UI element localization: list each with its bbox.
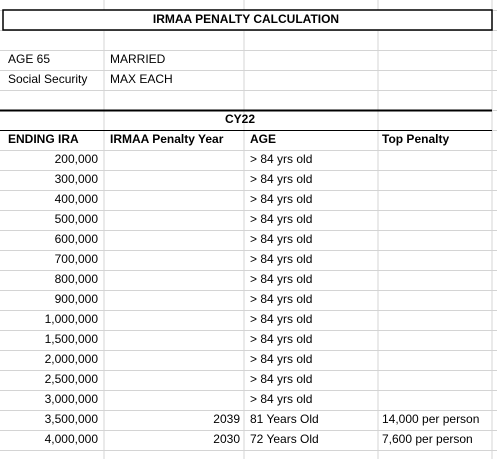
cell: > 84 yrs old	[250, 232, 312, 246]
cell: > 84 yrs old	[250, 352, 312, 366]
cell: > 84 yrs old	[250, 192, 312, 206]
cell: 500,000	[55, 212, 99, 226]
cell: > 84 yrs old	[250, 312, 312, 326]
year-label: CY22	[225, 112, 255, 126]
grid	[103, 0, 493, 459]
cell: 3,500,000	[45, 412, 99, 426]
cell: 200,000	[55, 152, 99, 166]
cell: 2,000,000	[45, 352, 99, 366]
cell: > 84 yrs old	[250, 172, 312, 186]
cell: 3,000,000	[45, 392, 99, 406]
cell: > 84 yrs old	[250, 252, 312, 266]
cell: 2,500,000	[45, 372, 99, 386]
cell: 72 Years Old	[250, 432, 319, 446]
cell: 2030	[213, 432, 240, 446]
info-label: Social Security	[8, 72, 87, 86]
cell: 600,000	[55, 232, 99, 246]
cell: > 84 yrs old	[250, 372, 312, 386]
cell: 1,500,000	[45, 332, 99, 346]
info-value: MARRIED	[110, 52, 166, 66]
cell: > 84 yrs old	[250, 392, 312, 406]
header: Top Penalty	[382, 132, 449, 146]
cell: 800,000	[55, 272, 99, 286]
cell: > 84 yrs old	[250, 332, 312, 346]
header: ENDING IRA	[8, 132, 79, 146]
header: AGE	[250, 132, 276, 146]
title: IRMAA PENALTY CALCULATION	[153, 12, 339, 26]
cell: 900,000	[55, 292, 99, 306]
cell: 2039	[213, 412, 240, 426]
cell: 7,600 per person	[382, 432, 473, 446]
cell: > 84 yrs old	[250, 292, 312, 306]
info-value: MAX EACH	[110, 72, 173, 86]
cell: > 84 yrs old	[250, 152, 312, 166]
cell: 14,000 per person	[382, 412, 479, 426]
cell: 4,000,000	[45, 432, 99, 446]
title-box	[2, 9, 493, 31]
table-body: 200,000 > 84 yrs old 300,000 > 84 yrs old 40…	[45, 152, 480, 446]
cell: 400,000	[55, 192, 99, 206]
cell: 300,000	[55, 172, 99, 186]
cell: 700,000	[55, 252, 99, 266]
cell: 1,000,000	[45, 312, 99, 326]
header: IRMAA Penalty Year	[110, 132, 224, 146]
cell: 81 Years Old	[250, 412, 319, 426]
cell: > 84 yrs old	[250, 212, 312, 226]
info-label: AGE 65	[8, 52, 50, 66]
cell: > 84 yrs old	[250, 272, 312, 286]
